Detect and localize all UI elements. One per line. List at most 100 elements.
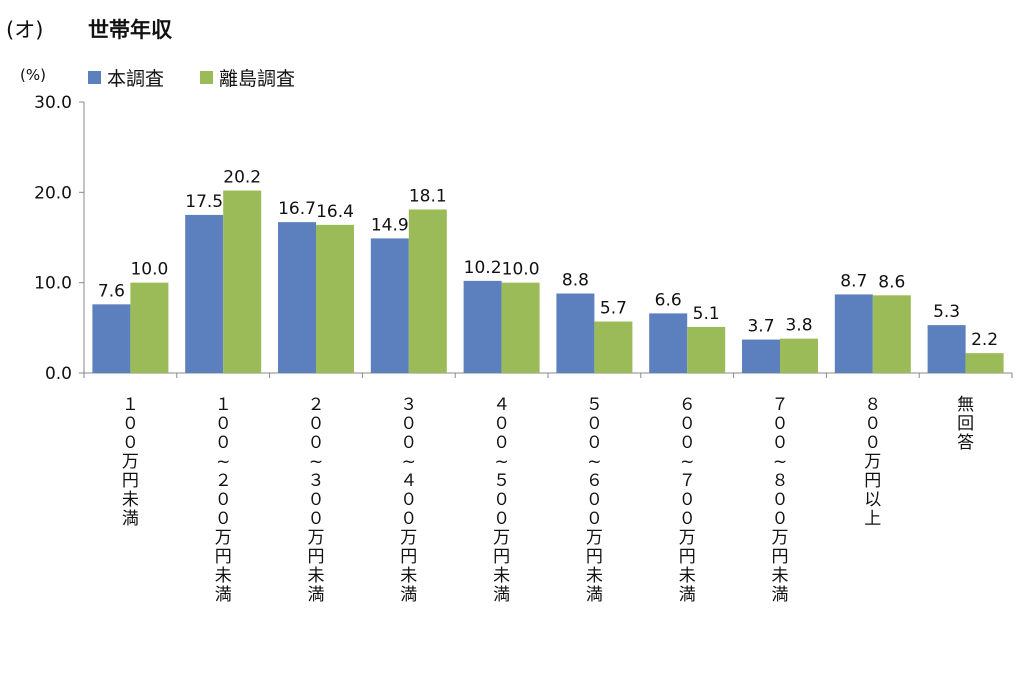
bar-series2 [872,295,911,373]
bar-series2 [687,326,726,373]
category-label-char: １ [215,395,232,415]
data-label: 16.7 [278,199,316,219]
category-label-char: ~ [680,452,694,472]
category-label-char: 万 [679,528,696,548]
category-label-char: ３ [308,471,325,491]
category-label-char: 円 [215,547,232,567]
category-label-char: 未 [493,566,510,586]
data-label: 5.3 [933,302,960,322]
category-label-char: 以 [864,490,881,510]
category-label-char: 満 [493,585,510,605]
category-label-char: 円 [122,471,139,491]
category-label-char: ８ [864,395,881,415]
chart-title: 世帯年収 [88,18,172,42]
bar-series1 [370,238,409,373]
category-label-char: 未 [308,566,325,586]
category-label-char: 満 [308,585,325,605]
category-label-char: 未 [586,566,603,586]
category-label-char: 満 [772,585,789,605]
data-label: 8.7 [840,271,867,291]
category-label-char: ０ [772,490,789,510]
y-tick-label: 30.0 [34,93,72,113]
category-label-char: 万 [215,528,232,548]
category-label-char: ０ [679,414,696,434]
data-label: 6.6 [655,290,682,310]
bar-series1 [463,280,502,373]
category-label-char: 万 [493,528,510,548]
bar-series1 [278,222,316,373]
category-label-char: ６ [679,395,696,415]
category-label-char: ０ [493,490,510,510]
category-label-char: ４ [493,395,510,415]
data-label: 18.1 [409,186,447,206]
data-label: 5.1 [693,304,720,324]
y-tick-label: 20.0 [34,183,72,203]
data-label: 2.2 [971,330,998,350]
category-label-char: ０ [679,490,696,510]
bar-series2 [594,321,633,373]
y-tick-label: 10.0 [34,274,72,294]
category-label-char: 円 [586,547,603,567]
category-label-char: ０ [772,433,789,453]
category-label-char: ０ [586,509,603,529]
bar-series1 [556,293,595,373]
category-label-char: ０ [679,433,696,453]
data-label: 16.4 [316,202,354,222]
bar-series1 [185,214,224,373]
data-label: 8.8 [562,271,589,291]
bar-series2 [408,209,447,373]
bar-series1 [927,325,966,373]
data-label: 3.7 [747,317,774,337]
category-label-char: 満 [215,585,232,605]
data-label: 10.2 [464,258,502,278]
category-label-char: ~ [587,452,601,472]
category-label-char: ０ [308,414,325,434]
category-label-char: 円 [493,547,510,567]
category-label-char: 万 [864,452,881,472]
category-label-char: 未 [679,566,696,586]
category-label-char: ０ [122,414,139,434]
legend: 本調査 離島調査 [88,64,331,91]
category-label-char: ０ [215,509,232,529]
legend-swatch-series2 [200,71,214,84]
category-label-char: ~ [773,452,787,472]
bar-series2 [130,282,169,373]
bar-series2 [501,282,540,373]
y-unit-label: (%) [20,66,46,84]
category-label-char: 円 [864,471,881,491]
category-label-char: ０ [772,414,789,434]
bar-series2 [780,338,818,373]
legend-label-series1: 本調査 [107,68,165,90]
category-label-char: ０ [215,414,232,434]
category-label-char: ０ [864,433,881,453]
category-label-char: 満 [586,585,603,605]
category-label-char: １ [122,395,139,415]
data-label: 20.2 [223,168,261,188]
category-label-char: 無 [957,395,974,415]
category-label-char: 円 [308,547,325,567]
category-label-char: ８ [772,471,789,491]
data-label: 3.8 [785,316,812,336]
category-label-char: ~ [494,452,508,472]
section-prefix: (オ) [6,18,44,42]
category-label-char: ３ [400,395,417,415]
category-label-char: ０ [864,414,881,434]
data-label: 5.7 [600,299,627,319]
category-label-char: ０ [679,509,696,529]
category-label-char: ０ [215,433,232,453]
category-label-char: ０ [308,433,325,453]
bar-series2 [965,353,1004,373]
category-label-char: 答 [957,433,974,453]
bar-series2 [316,224,354,373]
category-label-char: 満 [122,509,139,529]
category-label-char: 未 [122,490,139,510]
category-label-char: ０ [122,433,139,453]
category-label-char: ５ [493,471,510,491]
category-label-char: ０ [400,414,417,434]
category-label-char: ０ [586,414,603,434]
category-label-char: ０ [493,414,510,434]
category-label-char: 円 [772,547,789,567]
category-label-char: 満 [400,585,417,605]
category-label-char: 回 [957,414,974,434]
bar-series1 [649,313,688,373]
